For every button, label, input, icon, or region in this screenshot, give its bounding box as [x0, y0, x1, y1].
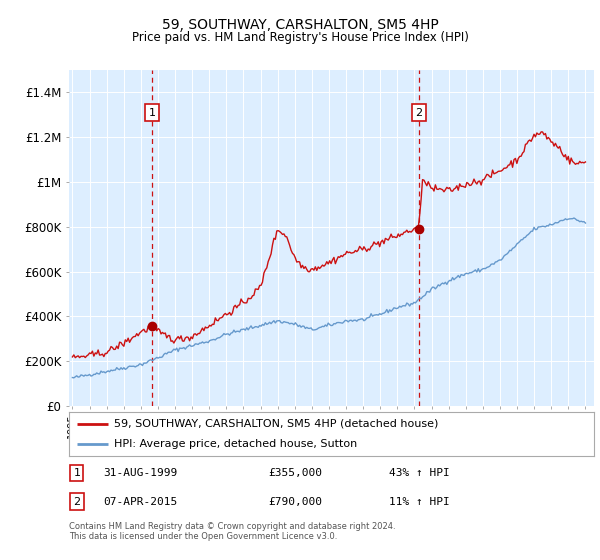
Text: 2: 2 — [415, 108, 422, 118]
Text: £355,000: £355,000 — [269, 468, 323, 478]
Text: 43% ↑ HPI: 43% ↑ HPI — [389, 468, 450, 478]
Text: HPI: Average price, detached house, Sutton: HPI: Average price, detached house, Sutt… — [113, 439, 357, 449]
Text: 1: 1 — [149, 108, 156, 118]
Text: £790,000: £790,000 — [269, 497, 323, 507]
Text: Contains HM Land Registry data © Crown copyright and database right 2024.
This d: Contains HM Land Registry data © Crown c… — [69, 522, 395, 542]
Text: 59, SOUTHWAY, CARSHALTON, SM5 4HP (detached house): 59, SOUTHWAY, CARSHALTON, SM5 4HP (detac… — [113, 419, 438, 429]
Text: 2: 2 — [73, 497, 80, 507]
Text: 11% ↑ HPI: 11% ↑ HPI — [389, 497, 450, 507]
Text: Price paid vs. HM Land Registry's House Price Index (HPI): Price paid vs. HM Land Registry's House … — [131, 31, 469, 44]
Text: 59, SOUTHWAY, CARSHALTON, SM5 4HP: 59, SOUTHWAY, CARSHALTON, SM5 4HP — [161, 18, 439, 32]
Text: 07-APR-2015: 07-APR-2015 — [103, 497, 178, 507]
Text: 31-AUG-1999: 31-AUG-1999 — [103, 468, 178, 478]
Text: 1: 1 — [73, 468, 80, 478]
